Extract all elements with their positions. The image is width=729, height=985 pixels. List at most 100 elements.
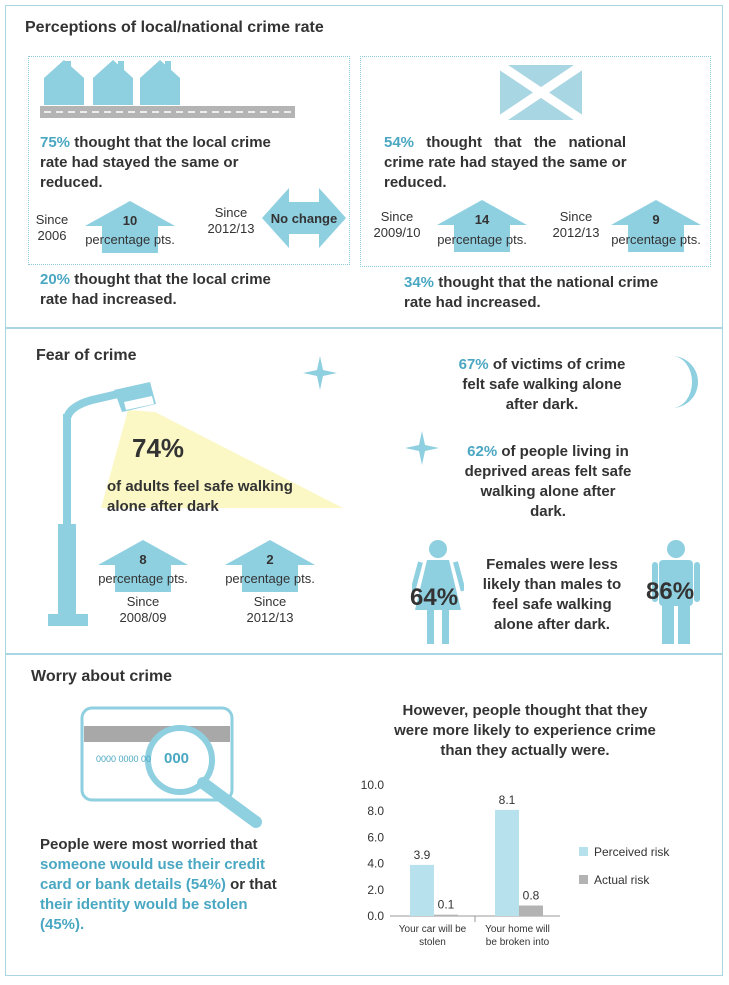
worry-title: Worry about crime xyxy=(31,668,173,685)
fear-panel xyxy=(5,328,723,654)
local-increased-pct: 20% xyxy=(40,271,71,288)
star-icon xyxy=(303,356,337,390)
data-label: 8.1 xyxy=(499,793,516,807)
national-box xyxy=(360,56,711,267)
houses-icon xyxy=(40,60,295,118)
since-period: 2012/13 xyxy=(207,221,255,236)
up-arrow-icon xyxy=(85,201,175,253)
card-zoom-number: 000 xyxy=(164,750,190,767)
local-stayed-text: rate had stayed the same or xyxy=(40,154,239,171)
however-text: However, people thought that they xyxy=(402,702,648,719)
local-arrow-value: 10 xyxy=(122,213,138,228)
national-increased-pct: 34% xyxy=(404,274,435,291)
fear-arrow-b-since: Since 2012/13 xyxy=(224,594,316,626)
gender-text: likely than males to xyxy=(482,576,622,593)
legend-label: Perceived risk xyxy=(594,845,670,859)
y-tick-label: 4.0 xyxy=(367,857,384,871)
bar-perceived xyxy=(495,809,519,916)
y-tick-label: 10.0 xyxy=(361,778,385,792)
up-arrow-icon xyxy=(98,540,188,592)
bar-actual xyxy=(519,905,543,916)
national-increased-text: rate had increased. xyxy=(404,294,541,311)
fear-arrow-a-since: Since 2008/09 xyxy=(97,594,189,626)
gender-statement: Females were less likely than males to f… xyxy=(472,555,632,635)
worry-panel xyxy=(5,654,723,976)
national-stayed-text: reduced. xyxy=(384,174,447,191)
since-label: Since xyxy=(380,209,414,224)
worry-statement: People were most worried that someone wo… xyxy=(40,835,340,935)
y-tick-label: 6.0 xyxy=(367,830,384,844)
bar-perceived xyxy=(410,864,434,916)
credit-card-magnifier-icon xyxy=(80,706,262,828)
deprived-statement: 62% of people living in deprived areas f… xyxy=(448,442,648,522)
local-increased-text: thought that the local crime xyxy=(70,271,271,288)
legend-swatch xyxy=(579,847,588,856)
saltire-flag-icon xyxy=(500,65,582,120)
since-period: 2012/13 xyxy=(246,610,294,625)
adults-safe-text: alone after dark xyxy=(107,498,219,515)
national-arrow-b-value: 9 xyxy=(652,212,660,227)
gender-text: feel safe walking xyxy=(492,596,612,613)
x-tick-label: be broken into xyxy=(486,937,550,948)
since-label: Since xyxy=(253,594,287,609)
victims-statement: 67% of victims of crime felt safe walkin… xyxy=(432,355,652,415)
national-stayed-statement: 54% thought that the national crime rate… xyxy=(384,133,674,193)
y-tick-label: 0.0 xyxy=(367,909,384,923)
gender-text: alone after dark. xyxy=(494,616,610,633)
adults-safe-pct: 74% xyxy=(132,433,185,463)
deprived-text: deprived areas felt safe xyxy=(464,463,632,480)
victims-text: felt safe walking alone xyxy=(462,376,622,393)
local-stayed-statement: 75% thought that the local crime rate ha… xyxy=(40,133,340,193)
up-arrow-icon xyxy=(225,540,315,592)
since-label: Since xyxy=(35,212,69,227)
local-stayed-text: thought that the local crime xyxy=(70,134,271,151)
y-tick-label: 2.0 xyxy=(367,883,384,897)
deprived-text: dark. xyxy=(530,503,566,520)
fear-arrow-b-value: 2 xyxy=(266,552,274,567)
data-label: 0.1 xyxy=(438,898,455,912)
local-since-b: Since 2012/13 xyxy=(204,205,258,237)
no-change-label: No change xyxy=(270,211,338,226)
male-pct: 86% xyxy=(646,578,695,605)
double-arrow-icon xyxy=(262,188,346,248)
bar-actual xyxy=(434,914,458,916)
since-label: Since xyxy=(559,209,593,224)
legend-label: Actual risk xyxy=(594,873,650,887)
data-label: 3.9 xyxy=(414,848,431,862)
however-text: than they actually were. xyxy=(440,742,610,759)
national-increased-text: thought that the national crime xyxy=(434,274,659,291)
perceptions-title: Perceptions of local/national crime rate xyxy=(25,19,324,36)
since-period: 2006 xyxy=(37,228,67,243)
deprived-text: walking alone after xyxy=(480,483,616,500)
fear-arrow-a-label: percentage pts. xyxy=(98,571,188,586)
worry-text-highlight: someone would use their credit xyxy=(40,856,266,873)
y-tick-label: 8.0 xyxy=(367,804,384,818)
female-pct: 64% xyxy=(410,584,459,611)
x-tick-label: Your home will xyxy=(485,924,550,935)
national-since-b: Since 2012/13 xyxy=(549,209,603,241)
local-stayed-pct: 75% xyxy=(40,134,71,151)
however-text: were more likely to experience crime xyxy=(394,722,656,739)
street-lamp-icon xyxy=(48,382,343,626)
national-stayed-text: thought that the national xyxy=(414,134,627,151)
however-statement: However, people thought that they were m… xyxy=(360,701,690,761)
victims-text: after dark. xyxy=(505,396,579,413)
local-arrow-label: percentage pts. xyxy=(85,232,175,247)
local-stayed-text: reduced. xyxy=(40,174,103,191)
worry-text: or that xyxy=(225,876,277,893)
gender-text: Females were less xyxy=(486,556,618,573)
since-label: Since xyxy=(126,594,160,609)
deprived-pct: 62% xyxy=(467,443,498,460)
adults-safe-text: of adults feel safe walking xyxy=(107,478,293,495)
card-number: 0000 0000 00 xyxy=(96,754,152,764)
up-arrow-icon xyxy=(437,200,527,252)
national-arrow-b-label: percentage pts. xyxy=(611,232,701,247)
national-arrow-a-value: 14 xyxy=(474,212,490,227)
worry-text-highlight: card or bank details (54%) xyxy=(40,876,226,893)
worry-text: People were most worried that xyxy=(40,836,258,853)
risk-bar-chart: 0.0 2.0 4.0 6.0 8.0 10.0 3.9 0.1 Your car will b… xyxy=(361,778,671,948)
national-since-a: Since 2009/10 xyxy=(368,209,426,241)
local-increased-text: rate had increased. xyxy=(40,291,177,308)
male-figure-icon xyxy=(652,540,700,644)
national-increased-statement: 34% thought that the national crime rate… xyxy=(404,273,714,313)
